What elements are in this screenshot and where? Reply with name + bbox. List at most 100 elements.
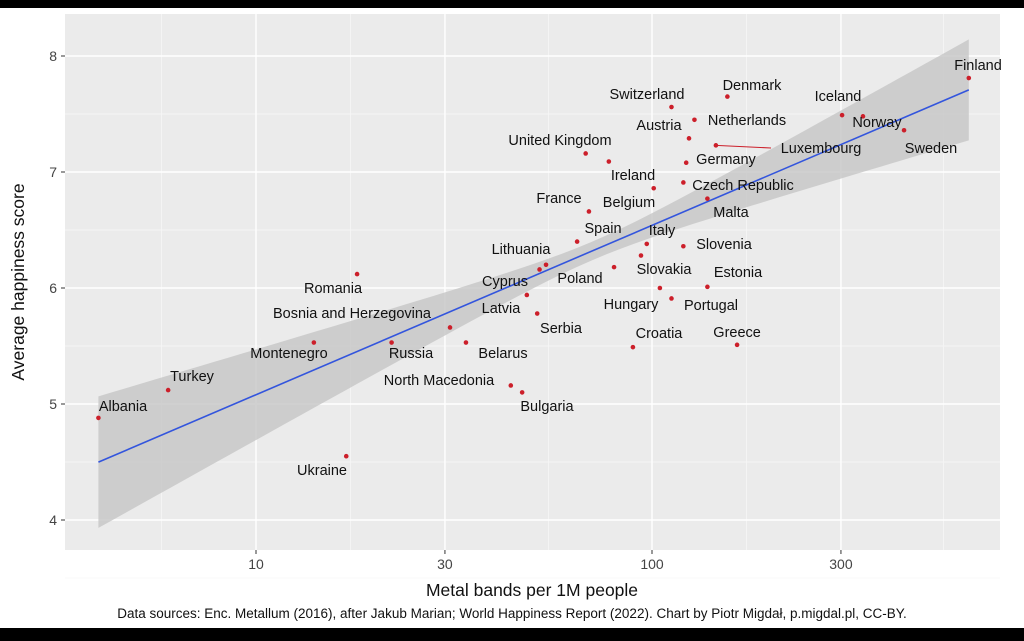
point-label: France xyxy=(536,191,581,207)
point-malta xyxy=(705,196,710,201)
point-label: Netherlands xyxy=(708,113,786,129)
point-label: Slovenia xyxy=(696,237,753,253)
point-portugal xyxy=(669,296,674,301)
point-label: Malta xyxy=(713,205,749,221)
point-label: Turkey xyxy=(170,369,215,385)
x-tick-label: 100 xyxy=(640,556,664,572)
point-label: Ukraine xyxy=(297,463,347,479)
point-label: Slovakia xyxy=(637,262,693,278)
point-label: Finland xyxy=(954,58,1002,74)
point-netherlands xyxy=(692,117,697,123)
point-label: Lithuania xyxy=(492,242,552,258)
point-austria xyxy=(686,136,692,141)
point-label: United Kingdom xyxy=(508,133,611,149)
x-tick-label: 10 xyxy=(248,556,264,572)
point-label: Spain xyxy=(584,221,621,237)
point-albania xyxy=(96,415,101,421)
label-leaders xyxy=(715,144,772,149)
point-label: Switzerland xyxy=(610,87,685,103)
point-norway xyxy=(860,114,866,119)
point-spain xyxy=(574,239,580,244)
point-romania xyxy=(354,271,360,277)
y-tick-label: 6 xyxy=(49,280,57,296)
point-ireland xyxy=(606,159,612,164)
point-label: Cyprus xyxy=(482,274,528,290)
y-tick-label: 8 xyxy=(49,48,57,64)
point-label: Croatia xyxy=(636,326,684,342)
point-united-kingdom xyxy=(583,151,588,156)
point-label: North Macedonia xyxy=(384,373,495,389)
point-label: Belgium xyxy=(603,195,655,211)
point-label: Germany xyxy=(696,152,756,168)
y-tick-label: 4 xyxy=(49,512,57,528)
point-sweden xyxy=(901,127,907,133)
point-ukraine xyxy=(343,453,349,459)
point-belgium xyxy=(651,185,657,191)
point-turkey xyxy=(165,387,171,393)
point-france xyxy=(586,209,592,214)
point-label: Russia xyxy=(389,346,434,362)
x-tick-label: 30 xyxy=(437,556,453,572)
point-label: Belarus xyxy=(478,346,527,362)
point-slovenia xyxy=(681,243,686,249)
point-switzerland xyxy=(669,104,674,110)
point-label: Sweden xyxy=(905,141,957,157)
point-belarus xyxy=(463,340,469,345)
point-label: Montenegro xyxy=(250,346,327,362)
point-north-macedonia xyxy=(508,383,514,388)
data-source-caption: Data sources: Enc. Metallum (2016), afte… xyxy=(117,606,907,621)
point-hungary xyxy=(657,285,663,291)
point-czech-republic xyxy=(681,180,686,185)
point-label: Hungary xyxy=(604,297,660,313)
axes: 4 5 6 7 8 10 30 100 300 xyxy=(49,48,853,572)
point-label: Czech Republic xyxy=(692,178,794,194)
point-label: Norway xyxy=(852,115,902,131)
points xyxy=(96,75,972,459)
point-poland xyxy=(611,264,617,270)
point-label: Ireland xyxy=(611,168,655,184)
point-denmark xyxy=(725,94,730,99)
point-label: Serbia xyxy=(540,321,583,337)
point-germany xyxy=(683,160,689,166)
point-label: Denmark xyxy=(723,78,783,94)
point-labels: Albania Turkey Montenegro Romania Ukraine Rus… xyxy=(99,58,1002,479)
y-axis-title: Average happiness score xyxy=(8,183,28,380)
point-estonia xyxy=(705,284,710,290)
point-label: Italy xyxy=(649,223,676,239)
x-tick-label: 300 xyxy=(829,556,853,572)
point-label: Bosnia and Herzegovina xyxy=(273,306,432,322)
y-tick-label: 7 xyxy=(49,164,57,180)
point-cyprus xyxy=(537,267,542,272)
point-italy xyxy=(644,241,650,247)
point-label: Luxembourg xyxy=(781,141,862,157)
x-axis-title: Metal bands per 1M people xyxy=(426,580,638,600)
point-latvia xyxy=(524,292,530,298)
y-tick-label: 5 xyxy=(49,396,57,412)
luxembourg-leader-line xyxy=(715,144,772,149)
point-label: Iceland xyxy=(815,89,862,105)
point-russia xyxy=(389,340,394,345)
point-bulgaria xyxy=(519,390,525,395)
point-label: Austria xyxy=(636,118,682,134)
point-slovakia xyxy=(638,253,644,258)
bottom-black-bar xyxy=(0,628,1024,641)
point-finland xyxy=(966,75,972,81)
top-black-bar xyxy=(0,0,1024,8)
point-serbia xyxy=(534,311,540,316)
regression-line xyxy=(98,89,970,463)
point-bosnia-and-herzegovina xyxy=(447,325,453,330)
point-lithuania xyxy=(543,262,549,268)
point-label: Portugal xyxy=(684,298,738,314)
point-montenegro xyxy=(311,340,317,345)
point-label: Romania xyxy=(304,281,363,297)
point-label: Latvia xyxy=(482,301,522,317)
point-label: Estonia xyxy=(714,265,763,281)
point-iceland xyxy=(839,112,845,118)
point-label: Poland xyxy=(557,271,602,287)
point-label: Albania xyxy=(99,399,148,415)
point-greece xyxy=(734,342,740,348)
confidence-band xyxy=(98,39,969,528)
point-croatia xyxy=(630,344,636,350)
point-label: Greece xyxy=(713,325,761,341)
